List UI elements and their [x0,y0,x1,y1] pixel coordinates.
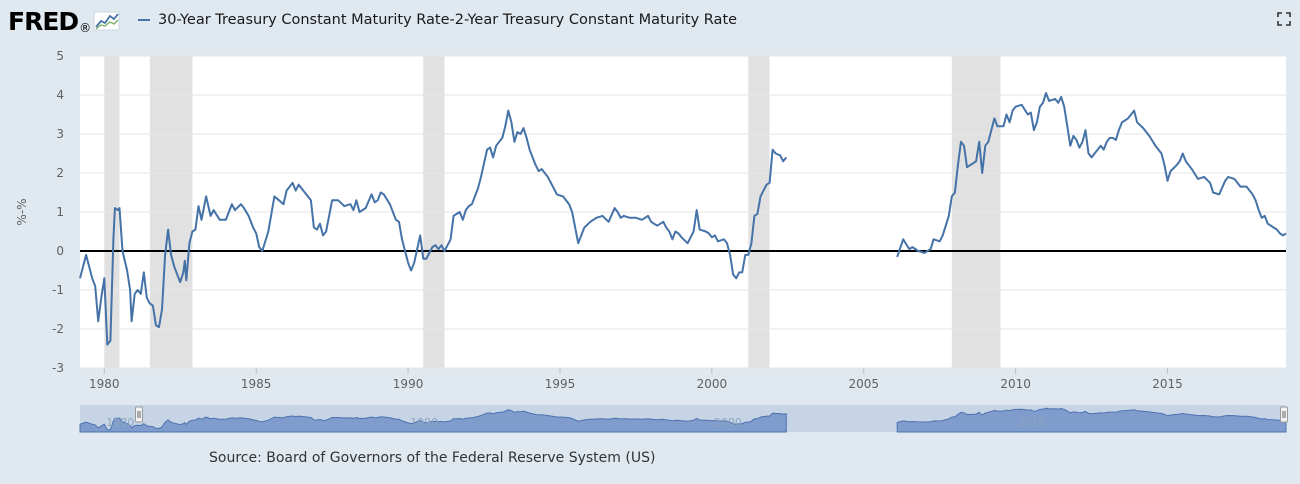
navigator-handle[interactable] [1280,406,1288,423]
fred-logo-text: FRED [8,6,79,36]
navigator-series-area [79,409,787,433]
y-tick-label: -1 [52,283,64,297]
y-tick-label: 2 [56,166,64,180]
series-legend-swatch [138,19,150,21]
navigator-label: 1990 [410,416,438,429]
y-tick-label: 3 [56,127,64,141]
navigator-label: 2000 [714,416,742,429]
y-tick-label: 4 [56,88,64,102]
navigator-label: 2010 [1018,416,1046,429]
fred-graph-icon [93,11,120,31]
x-tick-label: 2015 [1152,377,1183,391]
navigator-handle[interactable] [135,406,143,423]
source-note: Source: Board of Governors of the Federa… [209,450,656,466]
fred-logo-mark: ® [79,21,92,35]
x-tick-label: 2005 [848,377,879,391]
x-tick-label: 1985 [241,377,272,391]
navigator-series-area [896,407,1287,433]
series-title-text: 30-Year Treasury Constant Maturity Rate-… [158,12,738,28]
x-tick-label: 1995 [545,377,576,391]
chart-title: 30-Year Treasury Constant Maturity Rate-… [138,12,737,28]
navigator[interactable]: 1980 1990 2000 2010 [79,405,1288,433]
y-tick-label: 5 [56,49,64,63]
fullscreen-icon[interactable] [1277,12,1291,26]
x-tick-label: 1980 [89,377,120,391]
x-tick-label: 2000 [697,377,728,391]
y-tick-label: 1 [56,205,64,219]
series-line [79,109,788,346]
fred-logo[interactable]: FRED ® [8,4,121,38]
y-axis-label: %-% [15,198,29,225]
y-tick-label: -3 [52,361,64,375]
plot-area: -3 -2 -1 0 1 2 3 4 5 %-% 1980 1985 1990 1995 2000 2005 2… [15,49,1287,391]
chart-header: FRED ® 30-Year Treasury Constant Maturit… [0,0,1300,44]
navigator-label: 1980 [106,416,134,429]
x-tick-label: 2010 [1000,377,1031,391]
y-tick-label: 0 [56,244,64,258]
x-tick-label: 1990 [393,377,424,391]
series-line [896,92,1287,258]
y-tick-label: -2 [52,322,64,336]
